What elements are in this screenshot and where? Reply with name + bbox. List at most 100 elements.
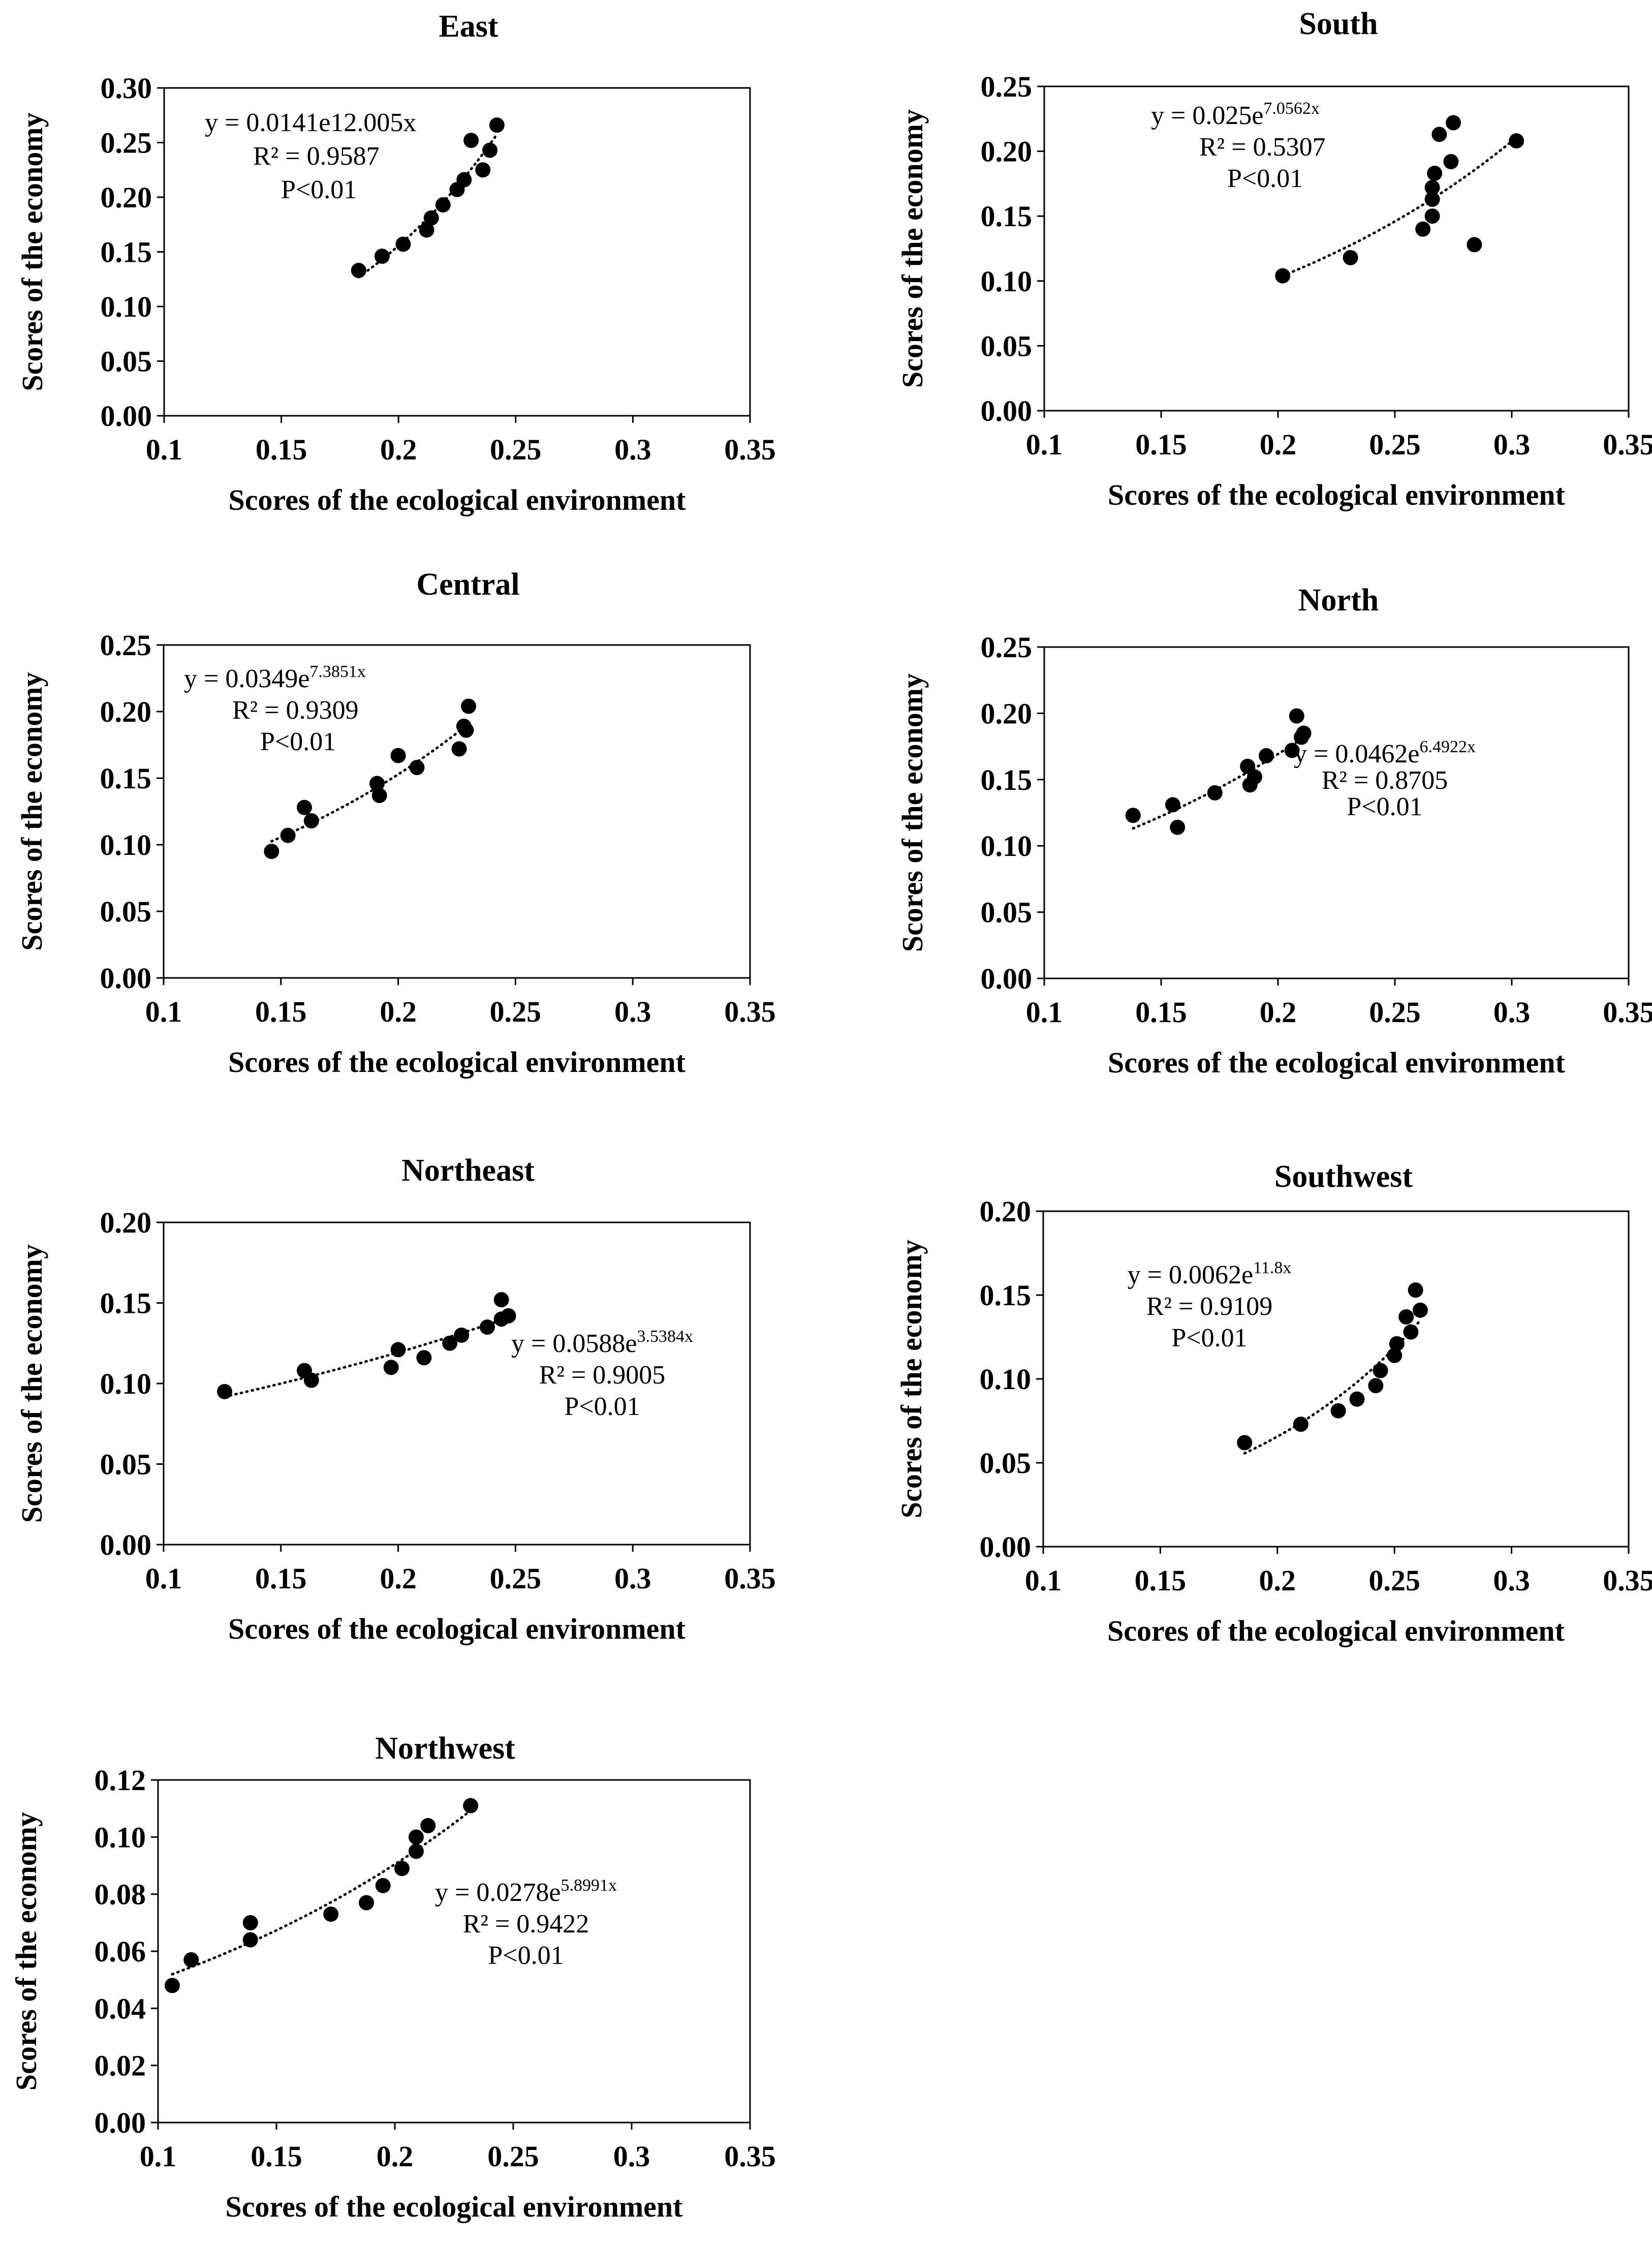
data-point [1398, 1309, 1414, 1325]
data-point [1165, 797, 1180, 813]
data-point [451, 741, 467, 757]
equation-label: y = 0.025e7.0562x [1151, 99, 1320, 130]
y-tick-label: 0.00 [95, 2106, 146, 2139]
x-tick-label: 0.2 [377, 2140, 414, 2173]
chart-northwest: Northwest 0.1 0.15 0.2 0.25 0.3 0.35 0.00 0.02 0.… [10, 1731, 776, 2223]
x-tick-label: 0.3 [613, 2140, 650, 2173]
plot-frame [1043, 646, 1630, 979]
data-point [1368, 1378, 1384, 1394]
data-point [461, 698, 477, 714]
y-tick-label: 0.10 [100, 1367, 152, 1400]
y-tick-label: 0.10 [95, 1821, 146, 1854]
y-axis-label: Scores of the economy [15, 672, 48, 950]
data-point [1373, 1363, 1388, 1378]
r-squared-label: R² = 0.9109 [1146, 1292, 1273, 1321]
y-axis-label: Scores of the economy [15, 1244, 48, 1523]
chart-northeast: Northeast 0.1 0.15 0.2 0.25 0.3 0.35 0.00 0.05 0.… [15, 1153, 776, 1645]
chart-title: Northeast [401, 1153, 535, 1188]
y-tick-label: 0.05 [980, 1447, 1032, 1480]
data-point [458, 722, 474, 738]
p-value-label: P<0.01 [1227, 164, 1303, 193]
y-tick-label: 0.00 [980, 1530, 1032, 1563]
data-point [1247, 769, 1262, 785]
data-point [351, 263, 366, 279]
x-tick-label: 0.2 [1260, 996, 1297, 1029]
x-tick-label: 0.15 [255, 995, 307, 1028]
y-tick-label: 0.10 [981, 265, 1033, 298]
plot-frame [157, 1779, 751, 2124]
equation-label: y = 0.0462e6.4922x [1294, 738, 1476, 769]
data-point [390, 748, 406, 763]
x-tick-label: 0.15 [255, 1562, 307, 1595]
data-point [501, 1308, 516, 1324]
data-point [409, 760, 425, 776]
data-point [463, 1798, 479, 1814]
equation-label: y = 0.0588e3.5384x [511, 1327, 693, 1358]
trend-line [270, 722, 470, 843]
data-point [419, 222, 434, 238]
x-tick-label: 0.1 [1026, 996, 1063, 1029]
x-tick-label: 0.2 [1260, 428, 1297, 461]
equation-label: y = 0.0141e12.005x [205, 108, 416, 137]
data-point [1389, 1336, 1405, 1351]
y-tick-label: 0.05 [981, 329, 1033, 362]
data-point [390, 1342, 406, 1358]
data-point [383, 1360, 399, 1375]
x-tick-label: 0.15 [1135, 428, 1187, 461]
data-point [480, 1319, 495, 1335]
data-point [369, 776, 385, 791]
y-tick-label: 0.15 [100, 762, 152, 795]
data-point [1349, 1391, 1365, 1407]
x-tick-label: 0.35 [1603, 428, 1652, 461]
data-point [371, 788, 387, 804]
data-point [359, 1895, 375, 1911]
data-point [1237, 1435, 1253, 1451]
y-tick-label: 0.00 [100, 962, 152, 995]
y-tick-label: 0.05 [100, 1448, 152, 1481]
r-squared-label: R² = 0.9587 [253, 142, 380, 171]
y-tick-label: 0.00 [100, 1528, 152, 1561]
data-point [1259, 748, 1274, 763]
data-point [394, 1861, 410, 1877]
data-point [242, 1932, 258, 1948]
trend-line [1281, 136, 1518, 278]
data-point [1296, 725, 1312, 741]
y-tick-label: 0.05 [101, 345, 152, 378]
x-tick-label: 0.1 [145, 995, 182, 1028]
x-tick-label: 0.25 [490, 995, 542, 1028]
r-squared-label: R² = 0.8705 [1322, 766, 1448, 795]
data-point [456, 172, 472, 188]
y-tick-label: 0.06 [95, 1935, 146, 1968]
r-squared-label: R² = 0.9005 [539, 1361, 666, 1390]
x-tick-label: 0.25 [1368, 1564, 1420, 1597]
y-tick-label: 0.05 [100, 895, 152, 928]
r-squared-label: R² = 0.5307 [1199, 133, 1326, 162]
x-tick-label: 0.15 [256, 433, 307, 466]
x-tick-label: 0.2 [380, 433, 417, 466]
chart-east: East 0.1 0.15 0.2 0.25 0.3 0.35 0.00 0.05 0.10 0.1… [16, 9, 776, 516]
equation-label: y = 0.0062e11.8x [1128, 1258, 1292, 1289]
data-point [1431, 127, 1447, 142]
y-tick-label: 0.20 [981, 697, 1033, 730]
y-tick-label: 0.25 [981, 631, 1033, 664]
data-point [454, 1327, 470, 1343]
data-point [374, 249, 390, 264]
y-tick-label: 0.04 [95, 1992, 146, 2025]
x-tick-label: 0.35 [724, 433, 776, 466]
data-point [217, 1384, 233, 1399]
x-tick-label: 0.1 [140, 2140, 177, 2173]
data-point [280, 827, 296, 843]
plot-frame [1043, 85, 1630, 412]
x-axis-label: Scores of the ecological environment [226, 2190, 683, 2223]
y-tick-label: 0.00 [981, 394, 1033, 427]
y-tick-label: 0.20 [100, 695, 152, 728]
data-point [416, 1350, 432, 1366]
chart-title: East [439, 9, 498, 44]
y-axis-label: Scores of the economy [896, 109, 929, 388]
data-point [1509, 133, 1524, 149]
x-tick-label: 0.35 [724, 995, 776, 1028]
data-point [183, 1952, 199, 1968]
data-point [1403, 1324, 1419, 1340]
chart-title: Northwest [375, 1731, 515, 1766]
chart-title: Southwest [1274, 1159, 1413, 1194]
